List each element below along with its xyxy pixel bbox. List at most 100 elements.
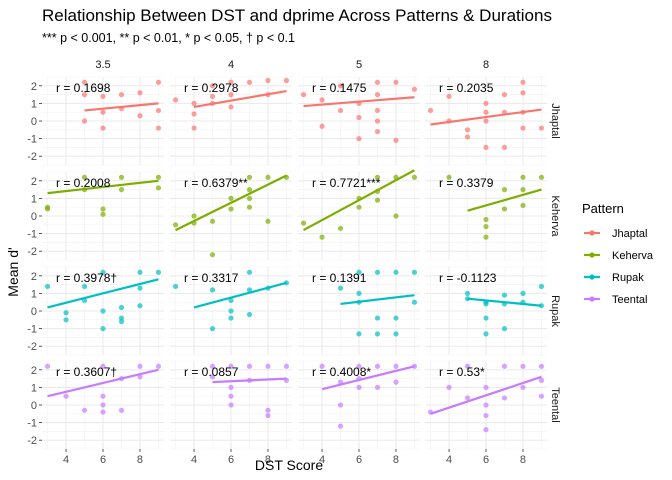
data-point xyxy=(118,304,125,311)
legend-entry: Keherva xyxy=(584,250,654,262)
data-point xyxy=(501,363,508,369)
data-point xyxy=(155,79,162,85)
data-point xyxy=(191,111,197,117)
y-tick-label: 2 xyxy=(31,81,37,93)
correlation-label: r = 0.3607† xyxy=(56,365,117,379)
data-point xyxy=(393,315,399,321)
facet-panel: r = 0.53* xyxy=(425,360,547,450)
data-point xyxy=(411,86,418,92)
facet-column-label: 4 xyxy=(228,59,234,71)
data-point xyxy=(100,211,106,217)
data-point xyxy=(265,407,271,413)
data-point xyxy=(137,113,143,119)
x-tick-label: 6 xyxy=(483,454,489,466)
data-point xyxy=(265,363,271,369)
correlation-label: r = 0.4008* xyxy=(312,365,371,379)
chart-subtitle: *** p < 0.001, ** p < 0.01, * p < 0.05, … xyxy=(42,31,295,45)
y-tick-label: 0 xyxy=(31,400,37,412)
data-point xyxy=(155,174,162,180)
y-tick-label: -2 xyxy=(27,246,37,258)
data-point xyxy=(246,187,253,193)
data-point xyxy=(356,136,362,142)
data-point xyxy=(209,218,216,224)
data-point xyxy=(246,269,253,275)
facet-panel: r = 0.1698 xyxy=(42,76,164,166)
data-point xyxy=(356,331,362,337)
data-point xyxy=(374,118,381,124)
y-tick-label: 1 xyxy=(31,382,37,394)
data-point xyxy=(209,83,216,89)
data-point xyxy=(81,79,88,85)
data-point xyxy=(464,127,471,133)
facet-panel: r = 0.7721*** xyxy=(298,169,420,261)
correlation-label: r = 0.2008 xyxy=(56,176,111,190)
data-point xyxy=(337,285,344,291)
data-point xyxy=(228,363,234,369)
x-tick-label: 4 xyxy=(63,454,69,466)
data-point xyxy=(137,90,143,96)
correlation-label: r = 0.7721*** xyxy=(312,176,381,190)
data-point xyxy=(228,393,234,399)
data-point xyxy=(483,118,489,124)
data-point xyxy=(501,395,508,401)
data-point xyxy=(44,206,51,212)
data-point xyxy=(265,174,271,180)
data-point xyxy=(228,79,234,85)
correlation-label: r = 0.0857 xyxy=(184,365,239,379)
data-point xyxy=(374,92,381,98)
data-point xyxy=(63,317,69,323)
data-point xyxy=(483,384,489,390)
correlation-label: r = 0.1475 xyxy=(312,81,367,95)
correlation-label: r = 0.53* xyxy=(439,365,485,379)
data-point xyxy=(228,315,234,321)
x-tick-label: 8 xyxy=(137,454,143,466)
legend-label: Keherva xyxy=(612,250,654,262)
x-tick-label: 4 xyxy=(446,454,452,466)
data-point xyxy=(319,363,325,369)
data-point xyxy=(209,326,216,332)
data-point xyxy=(155,185,162,191)
data-point xyxy=(464,290,471,296)
correlation-label: r = 0.1391 xyxy=(312,271,367,285)
facet-column-label: 3.5 xyxy=(95,59,110,71)
data-point xyxy=(520,363,526,369)
data-point xyxy=(501,292,508,298)
data-point xyxy=(374,384,381,390)
x-tick-label: 6 xyxy=(356,454,362,466)
facet-panel: r = 0.3379 xyxy=(425,171,547,261)
y-tick-label: 0 xyxy=(31,306,37,318)
y-tick-label: -2 xyxy=(27,341,37,353)
data-point xyxy=(265,218,271,224)
data-point xyxy=(393,379,399,385)
data-point xyxy=(356,363,362,369)
data-point xyxy=(446,174,452,180)
data-point xyxy=(337,402,344,408)
data-point xyxy=(137,269,143,275)
data-point xyxy=(246,287,253,293)
data-point xyxy=(538,174,545,180)
x-tick-label: 4 xyxy=(319,454,325,466)
data-point xyxy=(100,93,106,99)
data-point xyxy=(319,97,325,103)
data-point xyxy=(483,100,489,106)
data-point xyxy=(337,83,344,89)
y-tick-label: -2 xyxy=(27,435,37,447)
regression-line xyxy=(84,102,159,112)
facet-row-label: Jhaptal xyxy=(549,103,561,138)
data-point xyxy=(118,92,125,98)
facet-panel: r = 0.2035 xyxy=(425,76,547,166)
data-point xyxy=(172,97,179,103)
data-point xyxy=(374,363,381,369)
data-point xyxy=(319,234,325,240)
legend-entry: Teental xyxy=(584,294,647,306)
data-point xyxy=(374,197,381,203)
data-point xyxy=(520,187,526,193)
data-point xyxy=(337,107,344,114)
legend-label: Jhaptal xyxy=(612,228,647,240)
data-point xyxy=(393,331,399,337)
data-point xyxy=(501,92,508,98)
data-point xyxy=(246,204,253,210)
legend-title: Pattern xyxy=(582,201,624,216)
y-tick-label: 2 xyxy=(31,176,37,188)
data-point xyxy=(100,109,106,115)
